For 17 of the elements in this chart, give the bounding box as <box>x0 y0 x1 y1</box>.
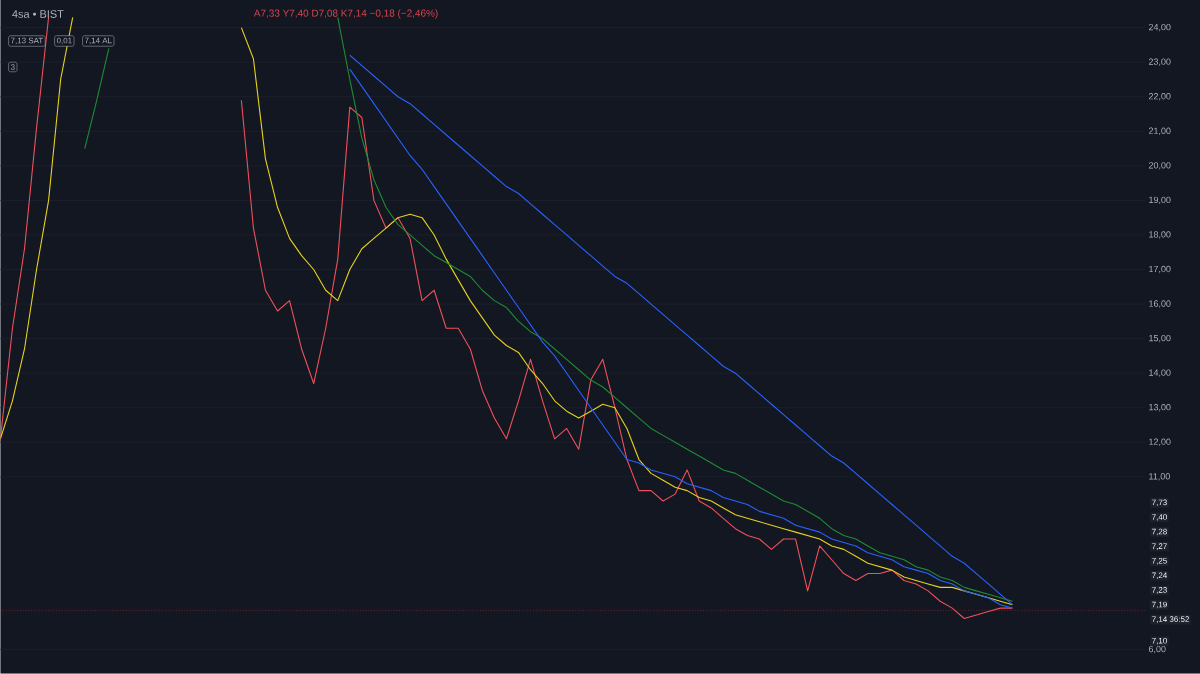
y-tick-label: 12,00 <box>1149 438 1171 447</box>
y-tick-label: 16,00 <box>1149 300 1171 308</box>
y-tick-label: 20,00 <box>1148 162 1171 170</box>
y-tick-label: 11,00 <box>1149 473 1170 481</box>
y-tick-label: 14,00 <box>1149 369 1171 377</box>
text: 4sa • BIST <box>12 10 64 18</box>
y-tick-label: 22,00 <box>1148 93 1171 101</box>
y-tick-label: 6,00 <box>1148 646 1166 654</box>
y-tick-label: 23,00 <box>1148 58 1171 66</box>
y-tick-label: 18,00 <box>1149 231 1171 239</box>
y-tick-label: 19,00 <box>1149 196 1171 205</box>
text: A7,33 Y7,40 D7,08 K7,14 −0,18 (−2,46%) <box>253 9 438 19</box>
y-tick-label: 21,00 <box>1148 127 1171 136</box>
y-tick-label: 17,00 <box>1149 265 1171 274</box>
y-tick-label: 15,00 <box>1149 335 1171 343</box>
y-tick-label: 24,00 <box>1148 24 1171 32</box>
y-tick-label: 13,00 <box>1149 404 1171 412</box>
